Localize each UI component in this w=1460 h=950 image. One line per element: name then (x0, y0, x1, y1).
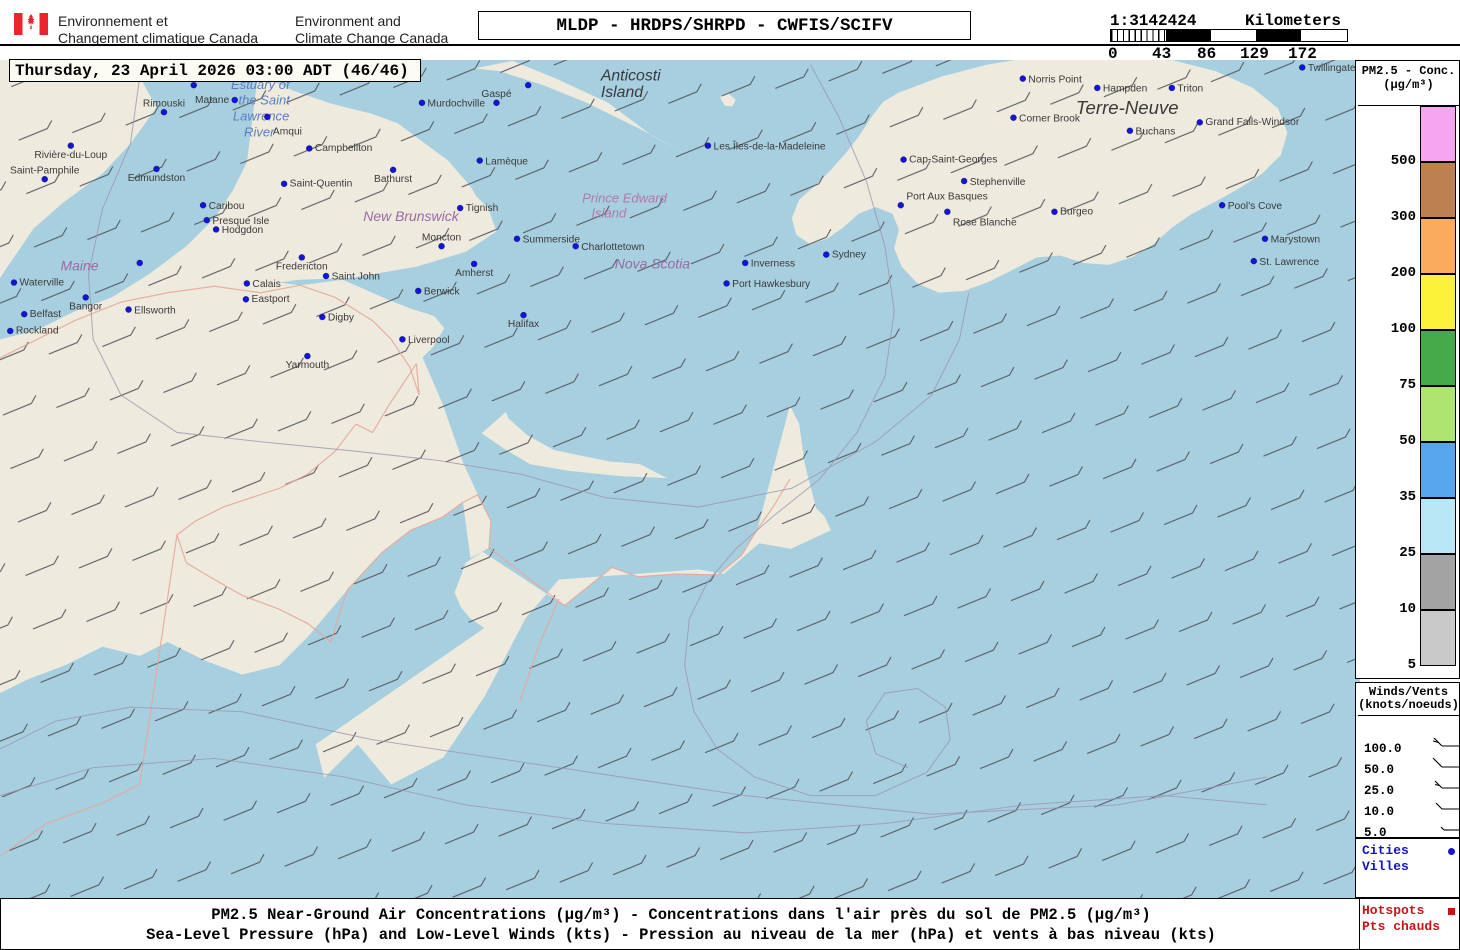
svg-text:Terre-Neuve: Terre-Neuve (1076, 97, 1179, 118)
svg-text:Nova Scotia: Nova Scotia (615, 256, 690, 272)
svg-text:Maine: Maine (61, 257, 99, 273)
svg-text:River: River (244, 124, 275, 139)
svg-text:Lawrence: Lawrence (233, 109, 289, 124)
svg-text:Island: Island (601, 84, 644, 101)
svg-text:Anticosti: Anticosti (600, 67, 661, 84)
svg-text:Prince Edward: Prince Edward (582, 190, 667, 205)
svg-text:New Brunswick: New Brunswick (363, 208, 459, 224)
svg-text:Island: Island (592, 205, 628, 220)
svg-text:the Saint: the Saint (238, 93, 291, 108)
